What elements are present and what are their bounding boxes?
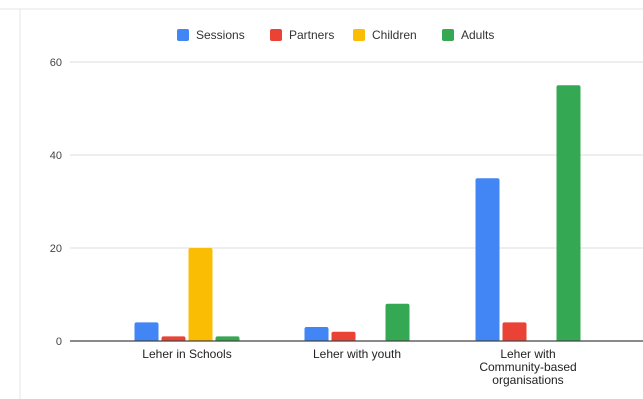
x-category-label: Leher with Community-based organisations (479, 347, 576, 387)
x-category-label: Leher in Schools (142, 347, 231, 361)
bar-sessions (134, 322, 159, 341)
bar-adults (556, 85, 581, 341)
bar-children (188, 248, 213, 341)
bar-sessions (304, 327, 329, 341)
bar-adults (385, 303, 410, 341)
bar-sessions (475, 178, 500, 341)
legend-swatch-sessions (177, 29, 189, 41)
legend-label-sessions: Sessions (196, 28, 245, 42)
legend-swatch-adults (442, 29, 454, 41)
y-tick-label: 40 (50, 150, 62, 162)
x-category-label: Leher with youth (313, 347, 401, 361)
y-tick-label: 20 (50, 243, 62, 255)
bars (134, 85, 581, 341)
legend-label-partners: Partners (289, 28, 334, 42)
bar-adults (215, 336, 240, 341)
gridlines (70, 61, 643, 249)
bar-partners (161, 336, 186, 341)
bar-partners (331, 331, 356, 341)
axes: 0 20 40 60 Leher in Schools Leher with youth L… (50, 57, 643, 387)
legend-swatch-children (353, 29, 365, 41)
legend-label-children: Children (372, 28, 417, 42)
legend-swatch-partners (270, 29, 282, 41)
bar-partners (502, 322, 527, 341)
y-tick-label: 0 (56, 336, 62, 348)
legend: Sessions Partners Children Adults (177, 28, 494, 42)
legend-label-adults: Adults (461, 28, 494, 42)
y-tick-label: 60 (50, 57, 62, 69)
